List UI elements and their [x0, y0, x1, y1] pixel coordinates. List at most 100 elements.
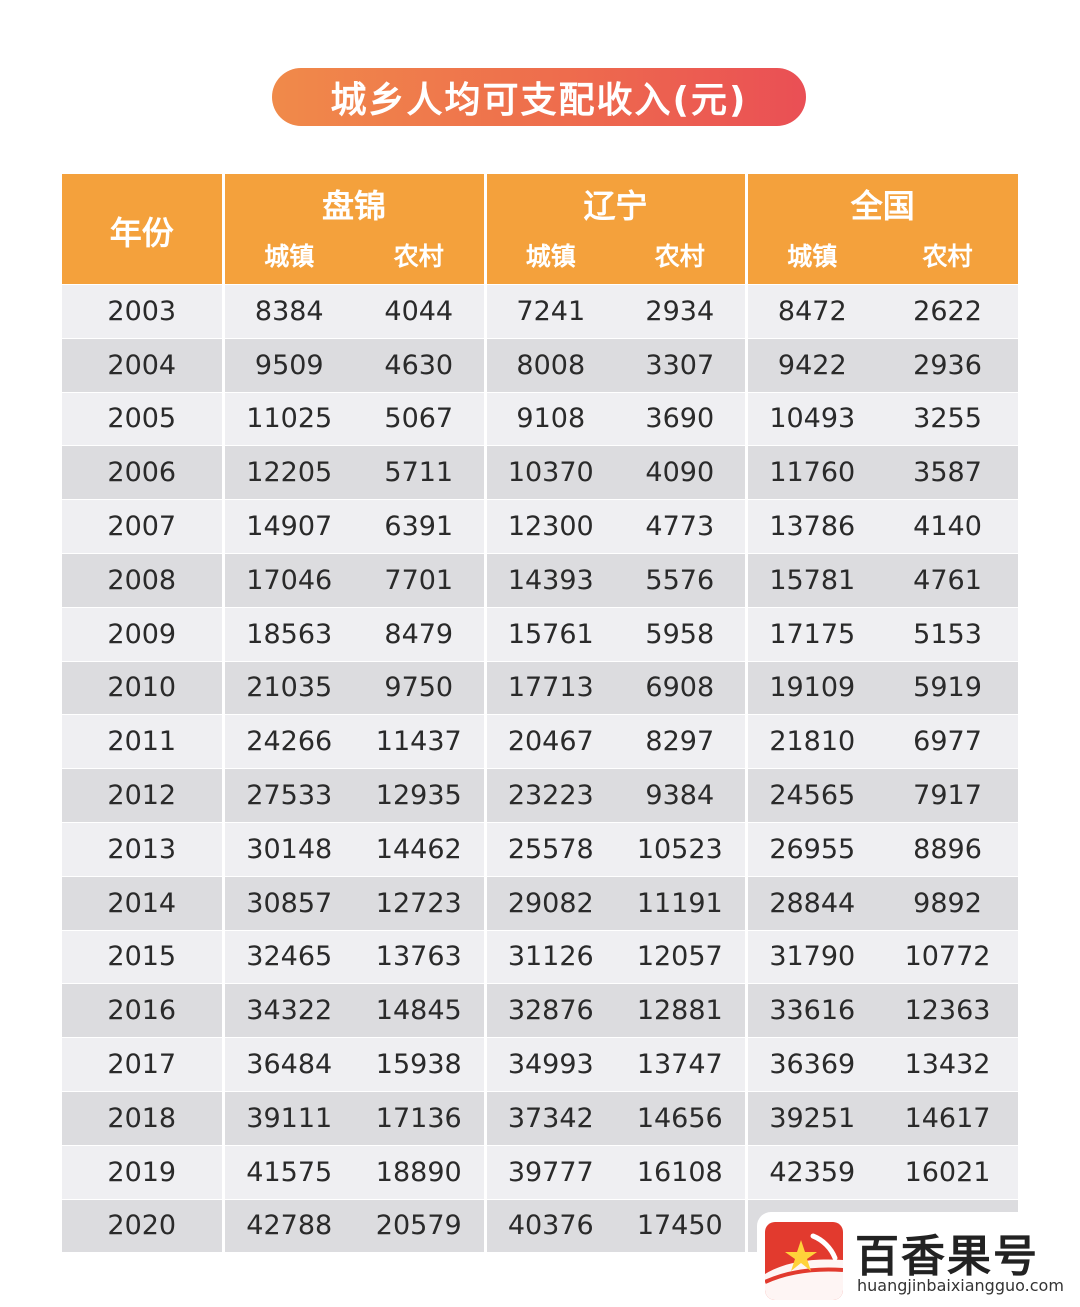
liaoning-rural-cell: 11191 [615, 875, 748, 931]
liaoning-rural-cell: 4773 [615, 499, 748, 554]
year-cell: 2009 [62, 606, 225, 662]
table-row: 2006 12205 5711 10370 4090 11760 3587 [62, 445, 1019, 500]
national-rural-cell: 3255 [877, 391, 1019, 446]
liaoning-urban-cell: 7241 [485, 284, 616, 339]
national-urban-cell: 10493 [746, 391, 878, 446]
liaoning-urban-cell: 12300 [485, 499, 616, 554]
national-rural-cell: 7917 [877, 768, 1019, 823]
year-cell: 2017 [62, 1037, 225, 1092]
national-urban-cell: 33616 [746, 983, 878, 1038]
liaoning-rural-cell: 13747 [615, 1037, 748, 1092]
liaoning-rural-cell: 3307 [615, 337, 748, 393]
year-cell: 2018 [62, 1090, 225, 1146]
subheader-rural: 农村 [615, 230, 748, 285]
subheader-urban: 城镇 [746, 230, 878, 285]
liaoning-rural-cell: 12881 [615, 983, 748, 1038]
liaoning-urban-cell: 14393 [485, 552, 616, 608]
liaoning-urban-cell: 39777 [485, 1144, 616, 1200]
liaoning-rural-cell: 5576 [615, 552, 748, 608]
national-rural-cell: 5919 [877, 660, 1019, 715]
liaoning-rural-cell: 17450 [615, 1198, 748, 1253]
panjin-urban-cell: 36484 [223, 1037, 354, 1092]
year-cell: 2019 [62, 1144, 225, 1200]
national-urban-cell: 19109 [746, 660, 878, 715]
liaoning-rural-cell: 3690 [615, 391, 748, 446]
table-row: 2005 11025 5067 9108 3690 10493 3255 [62, 391, 1019, 446]
panjin-urban-cell: 17046 [223, 552, 354, 608]
national-urban-cell: 8472 [746, 284, 878, 339]
panjin-rural-cell: 5067 [354, 391, 487, 446]
liaoning-rural-cell: 5958 [615, 606, 748, 662]
year-cell: 2004 [62, 337, 225, 393]
table-body: 2003 8384 4044 7241 2934 8472 2622 2004 9509 4630… [62, 284, 1019, 1253]
panjin-rural-cell: 8479 [354, 606, 487, 662]
panjin-rural-cell: 7701 [354, 552, 487, 608]
national-urban-cell: 42359 [746, 1144, 878, 1200]
table-row: 2013 30148 14462 25578 10523 26955 8896 [62, 821, 1019, 877]
income-table: 年份 盘锦 辽宁 全国 城镇 农村 城镇 农村 城镇 农村 2003 8384 40… [62, 174, 1019, 1253]
national-urban-cell: 13786 [746, 499, 878, 554]
panjin-urban-cell: 30148 [223, 821, 354, 877]
panjin-rural-cell: 4044 [354, 284, 487, 339]
panjin-urban-cell: 8384 [223, 284, 354, 339]
table-row: 2014 30857 12723 29082 11191 28844 9892 [62, 875, 1019, 931]
panjin-urban-cell: 21035 [223, 660, 354, 715]
liaoning-rural-cell: 16108 [615, 1144, 748, 1200]
panjin-urban-cell: 42788 [223, 1198, 354, 1253]
national-urban-cell: 9422 [746, 337, 878, 393]
panjin-urban-cell: 41575 [223, 1144, 354, 1200]
panjin-rural-cell: 4630 [354, 337, 487, 393]
panjin-urban-cell: 9509 [223, 337, 354, 393]
national-rural-cell: 3587 [877, 445, 1019, 500]
panjin-urban-cell: 30857 [223, 875, 354, 931]
panjin-urban-cell: 14907 [223, 499, 354, 554]
table-row: 2016 34322 14845 32876 12881 33616 12363 [62, 983, 1019, 1038]
panjin-rural-cell: 12935 [354, 768, 487, 823]
year-cell: 2020 [62, 1198, 225, 1253]
national-urban-cell: 15781 [746, 552, 878, 608]
liaoning-urban-cell: 10370 [485, 445, 616, 500]
liaoning-rural-cell: 10523 [615, 821, 748, 877]
panjin-rural-cell: 11437 [354, 714, 487, 769]
watermark: 百香果号 huangjinbaixiangguo.com [757, 1212, 1080, 1307]
liaoning-rural-cell: 4090 [615, 445, 748, 500]
liaoning-urban-cell: 20467 [485, 714, 616, 769]
national-rural-cell: 2936 [877, 337, 1019, 393]
liaoning-rural-cell: 9384 [615, 768, 748, 823]
national-urban-cell: 11760 [746, 445, 878, 500]
subheader-rural: 农村 [877, 230, 1019, 285]
national-urban-cell: 28844 [746, 875, 878, 931]
subheader-rural: 农村 [354, 230, 487, 285]
year-cell: 2011 [62, 714, 225, 769]
national-rural-cell: 5153 [877, 606, 1019, 662]
liaoning-urban-cell: 40376 [485, 1198, 616, 1253]
subheader-urban: 城镇 [223, 230, 354, 285]
panjin-rural-cell: 14845 [354, 983, 487, 1038]
passion-fruit-logo-icon [765, 1222, 843, 1300]
watermark-url: huangjinbaixiangguo.com [857, 1276, 1064, 1295]
liaoning-urban-cell: 8008 [485, 337, 616, 393]
national-rural-cell: 4140 [877, 499, 1019, 554]
table-row: 2003 8384 4044 7241 2934 8472 2622 [62, 284, 1019, 339]
table-row: 2010 21035 9750 17713 6908 19109 5919 [62, 660, 1019, 715]
national-rural-cell: 6977 [877, 714, 1019, 769]
panjin-rural-cell: 5711 [354, 445, 487, 500]
year-cell: 2014 [62, 875, 225, 931]
panjin-urban-cell: 12205 [223, 445, 354, 500]
year-cell: 2006 [62, 445, 225, 500]
national-urban-cell: 26955 [746, 821, 878, 877]
national-urban-cell: 17175 [746, 606, 878, 662]
panjin-urban-cell: 27533 [223, 768, 354, 823]
panjin-rural-cell: 6391 [354, 499, 487, 554]
year-cell: 2012 [62, 768, 225, 823]
table-row: 2018 39111 17136 37342 14656 39251 14617 [62, 1090, 1019, 1146]
national-rural-cell: 10772 [877, 929, 1019, 984]
panjin-rural-cell: 15938 [354, 1037, 487, 1092]
national-rural-cell: 9892 [877, 875, 1019, 931]
liaoning-rural-cell: 2934 [615, 284, 748, 339]
national-rural-cell: 4761 [877, 552, 1019, 608]
liaoning-urban-cell: 37342 [485, 1090, 616, 1146]
national-urban-cell: 36369 [746, 1037, 878, 1092]
national-urban-cell: 31790 [746, 929, 878, 984]
panjin-rural-cell: 9750 [354, 660, 487, 715]
